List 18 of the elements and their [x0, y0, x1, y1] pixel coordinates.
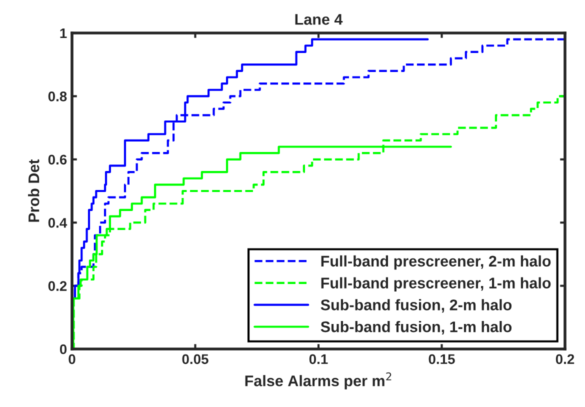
y-tick-label: 0	[60, 344, 67, 354]
legend-label: Sub-band fusion, 2-m halo	[320, 299, 512, 313]
y-tick-label: 0.4	[48, 218, 68, 228]
legend-label: Full-band prescreener, 1-m halo	[321, 277, 551, 292]
legend-label: Full-band prescreener, 2-m halo	[321, 255, 551, 270]
x-tick-label: 0.2	[556, 354, 574, 364]
x-tick-label: 0.1	[309, 354, 328, 364]
x-tick-label: 0.15	[428, 354, 455, 364]
y-tick-label: 0.6	[48, 154, 67, 165]
chart-title: Lane 4	[295, 14, 343, 25]
legend-label: Sub-band fusion, 1-m halo	[320, 321, 512, 334]
y-tick-label: 0.2	[48, 281, 67, 291]
y-axis-title: Prob Det	[28, 159, 40, 222]
x-tick-label: 0	[68, 354, 76, 364]
x-axis-title: False Alarms per m$^{2}$	[245, 372, 392, 390]
y-tick-label: 1	[60, 28, 67, 38]
x-tick-label: 0.05	[182, 354, 208, 364]
y-tick-label: 0.8	[48, 92, 67, 102]
